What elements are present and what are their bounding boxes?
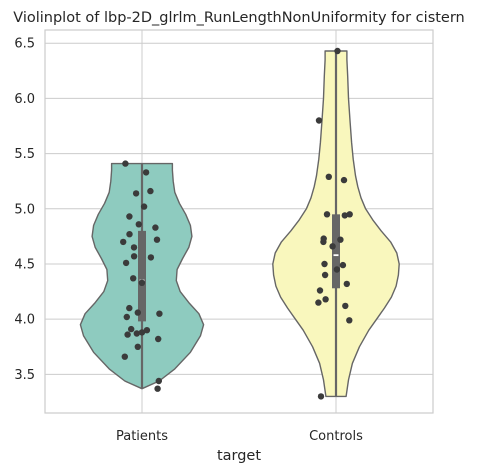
data-point bbox=[133, 330, 140, 337]
data-point bbox=[156, 310, 163, 317]
data-point bbox=[153, 236, 161, 243]
data-point bbox=[138, 329, 146, 336]
violin-iqr-box bbox=[138, 230, 146, 322]
x-tick-labels: Patients Controls bbox=[116, 429, 363, 444]
data-point bbox=[142, 169, 150, 176]
data-point bbox=[147, 187, 154, 195]
data-point bbox=[341, 212, 348, 219]
data-point bbox=[122, 160, 129, 167]
y-tick-label: 5.5 bbox=[14, 147, 35, 162]
data-point bbox=[322, 296, 329, 303]
data-point bbox=[323, 211, 331, 218]
data-point bbox=[321, 271, 329, 279]
data-point bbox=[346, 211, 353, 218]
data-point bbox=[315, 117, 323, 124]
x-tick-label: Patients bbox=[116, 429, 168, 444]
y-tick-labels: 3.5 4.0 4.5 5.0 5.5 6.0 6.5 bbox=[14, 37, 35, 383]
x-tick-label: Controls bbox=[309, 429, 363, 444]
data-point bbox=[155, 335, 162, 343]
data-point bbox=[325, 173, 332, 180]
data-point bbox=[135, 221, 142, 228]
y-tick-label: 4.5 bbox=[14, 257, 35, 272]
data-point bbox=[132, 190, 140, 197]
data-point bbox=[143, 327, 151, 334]
data-point bbox=[346, 317, 353, 324]
data-point bbox=[333, 266, 341, 273]
plot-frame bbox=[44, 29, 434, 414]
y-tick-label: 6.5 bbox=[14, 37, 35, 52]
data-point bbox=[130, 253, 138, 260]
data-point bbox=[337, 236, 344, 243]
data-point bbox=[126, 231, 133, 238]
data-point bbox=[122, 259, 130, 267]
x-axis-label: target bbox=[217, 448, 261, 464]
data-point bbox=[126, 304, 133, 312]
data-point bbox=[154, 385, 161, 392]
data-point bbox=[147, 254, 155, 261]
data-point bbox=[316, 287, 324, 294]
data-point bbox=[134, 343, 141, 350]
chart-title: Violinplot of lbp-2D_glrlm_RunLengthNonU… bbox=[13, 10, 465, 26]
data-point bbox=[339, 261, 347, 269]
data-point bbox=[343, 280, 350, 288]
y-tick-label: 6.0 bbox=[14, 92, 35, 107]
data-point bbox=[340, 176, 348, 184]
data-point bbox=[134, 309, 141, 316]
violin-iqr-box bbox=[332, 214, 340, 289]
data-point bbox=[317, 393, 325, 400]
data-point bbox=[334, 47, 341, 55]
violins bbox=[79, 50, 400, 398]
data-point bbox=[320, 235, 327, 242]
data-point bbox=[342, 302, 349, 310]
data-point bbox=[152, 224, 159, 231]
data-point bbox=[138, 279, 146, 286]
y-tick-label: 3.5 bbox=[14, 368, 35, 383]
data-point bbox=[140, 203, 148, 210]
data-point bbox=[124, 331, 131, 338]
data-point bbox=[130, 244, 138, 251]
data-points bbox=[120, 47, 353, 400]
data-point bbox=[321, 260, 328, 268]
data-point bbox=[123, 313, 130, 321]
y-tick-label: 5.0 bbox=[14, 202, 35, 217]
data-point bbox=[315, 299, 322, 306]
data-point bbox=[120, 238, 127, 246]
y-tick-label: 4.0 bbox=[14, 313, 35, 328]
data-point bbox=[155, 377, 162, 385]
data-point bbox=[128, 325, 135, 333]
data-point bbox=[126, 213, 133, 220]
data-point bbox=[121, 353, 128, 360]
data-point bbox=[130, 275, 137, 282]
data-point bbox=[329, 243, 336, 250]
